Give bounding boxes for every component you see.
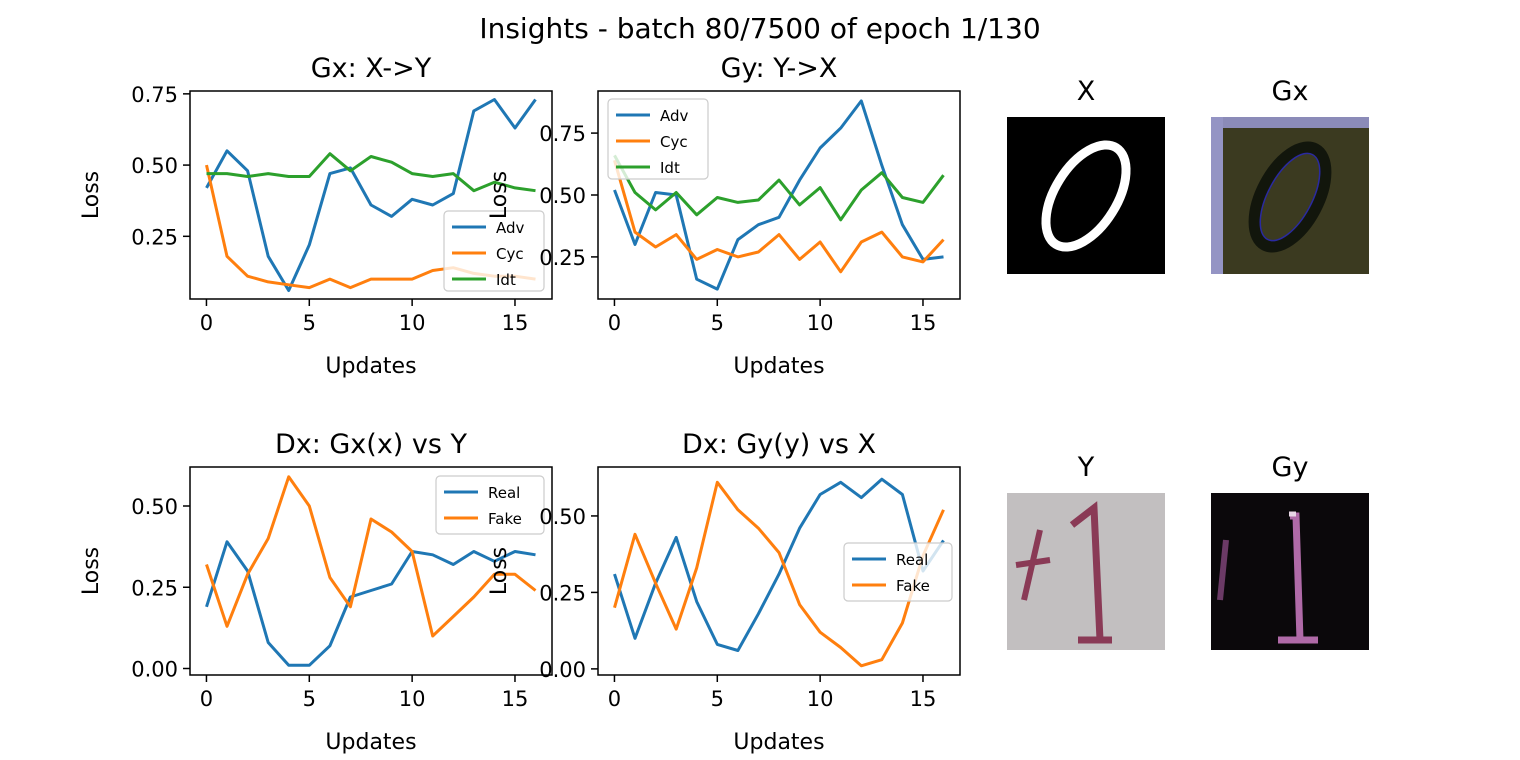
x-tick-label: 15 [910, 311, 937, 335]
image-title-x: X [1077, 76, 1096, 107]
chart-title: Gx: X->Y [311, 53, 432, 84]
axes-frame [189, 90, 553, 300]
axes-frame [189, 466, 553, 676]
series-line-fake [205, 475, 537, 638]
legend: Adv Cyc Idt [443, 210, 545, 292]
axes-frame [597, 466, 961, 676]
x-tick-label: 5 [711, 687, 724, 711]
legend-label-real: Real [896, 551, 928, 569]
legend-label-cyc: Cyc [496, 245, 524, 263]
image-title-gx: Gx [1272, 76, 1309, 107]
x-tick-label: 15 [502, 311, 529, 335]
x-axis-label: Updates [733, 354, 824, 379]
series-line-real [205, 540, 536, 667]
y-tick-label: 0.25 [539, 581, 586, 605]
legend: Adv Cyc Idt [607, 98, 709, 180]
charts-layer: Gx: X->Y0 5 10 150.250.500.75UpdatesLossAdv… [79, 53, 961, 755]
y-axis-label: Loss [79, 547, 104, 595]
image-panel-gx: Gx [1211, 76, 1369, 274]
y-axis-label: Loss [79, 171, 104, 219]
legend-label-real: Real [488, 484, 520, 502]
image-panel-x: X [1007, 76, 1165, 274]
y-tick-label: 0.00 [131, 658, 178, 682]
x-axis-label: Updates [325, 354, 416, 379]
x-tick-label: 10 [807, 687, 834, 711]
legend: Real Fake [843, 542, 953, 602]
series-line-adv [205, 98, 537, 292]
image-gx-digit [1248, 141, 1332, 253]
y-tick-label: 0.25 [539, 246, 586, 270]
image-gy-digits [1217, 511, 1318, 644]
legend-label-cyc: Cyc [660, 133, 688, 151]
legend-label-adv: Adv [496, 219, 525, 237]
y-tick-label: 0.50 [539, 184, 586, 208]
image-title-gy: Gy [1272, 452, 1309, 483]
y-tick-label: 0.50 [131, 495, 178, 519]
image-x-digit [1041, 140, 1131, 252]
y-tick-label: 0.50 [539, 505, 586, 529]
chart-1: Gy: Y->X0 5 10 150.250.500.75UpdatesLossAdv… [487, 53, 961, 379]
y-tick-label: 0.75 [539, 122, 586, 146]
x-tick-label: 5 [303, 687, 316, 711]
image-gx-background [1211, 117, 1369, 274]
legend-frame [443, 210, 545, 292]
chart-title: Gy: Y->X [721, 53, 838, 84]
image-y-digits [1015, 501, 1112, 644]
x-tick-label: 0 [200, 687, 213, 711]
legend-label-fake: Fake [896, 577, 930, 595]
y-tick-label: 0.50 [131, 154, 178, 178]
x-tick-label: 0 [608, 687, 621, 711]
x-tick-label: 10 [399, 311, 426, 335]
y-axis-label: Loss [487, 547, 512, 595]
series-line-real [613, 477, 945, 652]
figure-suptitle: Insights - batch 80/7500 of epoch 1/130 [479, 12, 1040, 45]
y-tick-label: 0.25 [131, 225, 178, 249]
image-x-background [1007, 117, 1165, 274]
x-tick-label: 5 [303, 311, 316, 335]
y-tick-label: 0.25 [131, 576, 178, 600]
chart-title: Dx: Gx(x) vs Y [275, 429, 468, 460]
chart-2: Dx: Gx(x) vs Y 0 5 10 15 0.00 0.25 0.50 Updates L… [79, 429, 553, 755]
image-gx-top-border [1211, 117, 1369, 128]
y-axis-label: Loss [487, 171, 512, 219]
legend-label-idt: Idt [660, 159, 680, 177]
x-tick-label: 15 [502, 687, 529, 711]
x-tick-label: 10 [807, 311, 834, 335]
x-axis-label: Updates [733, 730, 824, 755]
chart-3: Dx: Gy(y) vs X 0 5 10 15 0.00 0.25 0.50 Updates L… [487, 429, 961, 755]
image-panel-gy: Gy [1211, 452, 1369, 650]
legend: Real Fake [435, 475, 545, 535]
series-line-fake [613, 480, 945, 668]
x-tick-label: 15 [910, 687, 937, 711]
image-panel-y: Y [1007, 452, 1165, 650]
legend-label-idt: Idt [496, 271, 516, 289]
legend-frame [607, 98, 709, 180]
legend-label-adv: Adv [660, 107, 689, 125]
image-gx-left-border [1211, 117, 1223, 274]
x-tick-label: 0 [608, 311, 621, 335]
image-title-y: Y [1077, 452, 1095, 483]
images-layer: X Gx Y Gy [1007, 76, 1369, 650]
series-line-idt [613, 154, 945, 222]
x-tick-label: 0 [200, 311, 213, 335]
x-tick-label: 10 [399, 687, 426, 711]
series-line-cyc [613, 159, 945, 274]
series-line-adv [613, 99, 944, 291]
chart-0: Gx: X->Y0 5 10 150.250.500.75UpdatesLossAdv… [79, 53, 553, 379]
x-axis-label: Updates [325, 730, 416, 755]
y-tick-label: 0.75 [131, 83, 178, 107]
series-line-idt [206, 152, 536, 193]
legend-label-fake: Fake [488, 510, 522, 528]
chart-title: Dx: Gy(y) vs X [682, 429, 876, 460]
x-tick-label: 5 [711, 311, 724, 335]
y-tick-label: 0.00 [539, 658, 586, 682]
